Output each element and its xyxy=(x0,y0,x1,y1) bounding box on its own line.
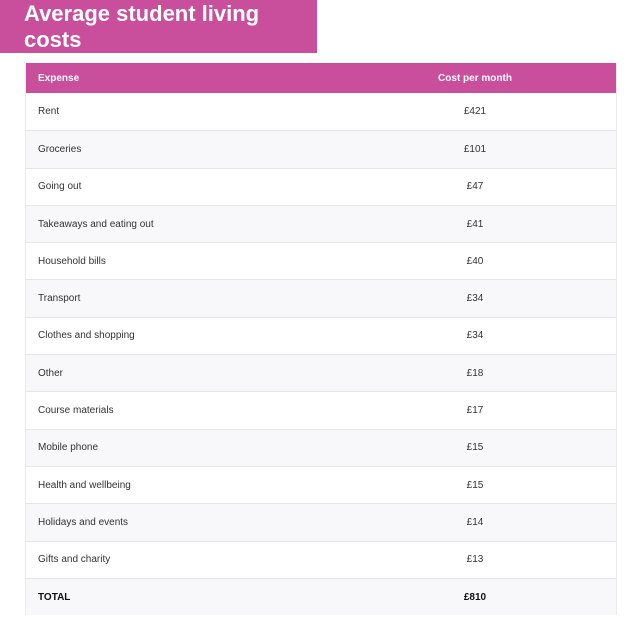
total-row: TOTAL £810 xyxy=(26,577,616,616)
table-row: Course materials £17 xyxy=(26,391,616,428)
table-row: Clothes and shopping £34 xyxy=(26,316,616,354)
table-body: Rent £421 Groceries £101 Going out £47 Takeawa… xyxy=(26,93,616,616)
cell-expense: Other xyxy=(38,367,64,379)
table-header: Expense Cost per month xyxy=(26,63,616,93)
cell-cost: £47 xyxy=(466,181,484,193)
cell-cost: £14 xyxy=(466,516,484,528)
cell-expense: Course materials xyxy=(38,405,114,417)
table-row: Groceries £101 xyxy=(26,130,616,168)
cell-cost: £34 xyxy=(466,293,484,305)
cell-cost: £41 xyxy=(466,218,484,230)
cell-cost: £421 xyxy=(463,106,487,118)
cell-expense: Takeaways and eating out xyxy=(38,218,154,230)
title-banner: Average student living costs xyxy=(0,0,317,53)
table-row: Holidays and events £14 xyxy=(26,503,616,541)
cell-cost: £15 xyxy=(466,442,484,454)
table-row: Rent £421 xyxy=(26,93,616,130)
cell-cost: £101 xyxy=(463,143,487,155)
cell-expense: Health and wellbeing xyxy=(38,479,131,491)
table-row: Mobile phone £15 xyxy=(26,428,616,466)
cell-expense: Rent xyxy=(38,106,60,118)
table-row: Health and wellbeing £15 xyxy=(26,465,616,503)
header-cost: Cost per month xyxy=(438,72,512,84)
table-row: Other £18 xyxy=(26,354,616,392)
costs-table: Expense Cost per month Rent £421 Groceries… xyxy=(25,63,617,616)
cell-expense: Gifts and charity xyxy=(38,554,111,566)
cell-cost: £40 xyxy=(466,255,484,267)
table-row: Gifts and charity £13 xyxy=(26,540,616,578)
cell-expense: Transport xyxy=(38,293,81,305)
table-row: Takeaways and eating out £41 xyxy=(26,204,616,243)
table-row: Going out £47 xyxy=(26,167,616,205)
table-row: Transport £34 xyxy=(26,279,616,317)
cell-expense: Holidays and events xyxy=(38,516,129,528)
total-label: TOTAL xyxy=(38,591,71,603)
page-title: Average student living costs xyxy=(24,0,260,52)
cell-expense: Clothes and shopping xyxy=(38,330,135,342)
cell-cost: £13 xyxy=(466,554,484,566)
cell-expense: Mobile phone xyxy=(38,442,99,454)
table-row: Household bills £40 xyxy=(26,242,616,279)
cell-expense: Groceries xyxy=(38,143,82,155)
header-expense: Expense xyxy=(38,72,80,84)
cell-expense: Going out xyxy=(38,181,82,193)
cell-cost: £34 xyxy=(466,330,484,342)
cell-expense: Household bills xyxy=(38,255,106,267)
cell-cost: £15 xyxy=(466,479,484,491)
cell-cost: £18 xyxy=(466,367,484,379)
cell-cost: £17 xyxy=(466,405,484,417)
total-value: £810 xyxy=(463,591,487,603)
